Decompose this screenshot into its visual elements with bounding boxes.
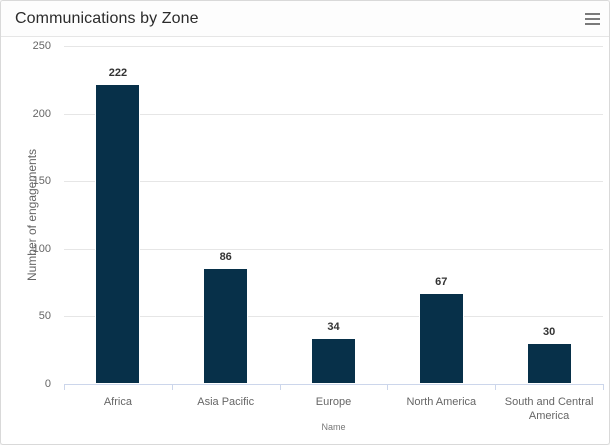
y-tick-label: 100 (32, 242, 51, 255)
x-category-label: South and Central America (504, 396, 594, 422)
chart-header: Communications by Zone (1, 1, 609, 37)
x-category-label: Africa (103, 396, 132, 408)
hamburger-menu-button[interactable] (585, 13, 600, 25)
bar-asia-pacific[interactable] (203, 267, 249, 384)
hamburger-icon (585, 13, 600, 15)
y-tick-label: 250 (32, 40, 51, 52)
bar-north-america[interactable] (418, 293, 464, 384)
bar-value-label: 34 (327, 321, 340, 334)
y-gridline (64, 46, 603, 47)
x-axis-title: Name (321, 422, 346, 432)
hamburger-icon (585, 23, 600, 25)
x-axis-tick (64, 384, 65, 390)
y-axis-title: Number of engagements (25, 148, 39, 282)
y-tick-label: 150 (32, 175, 51, 188)
x-axis-tick (171, 384, 173, 390)
x-category-label: Europe (315, 396, 352, 408)
bar-value-label: 86 (219, 250, 232, 263)
x-category-label: Asia Pacific (197, 396, 255, 408)
hamburger-icon (585, 18, 600, 20)
x-axis-tick (603, 384, 604, 390)
y-gridline (64, 248, 603, 250)
bar-value-label: 67 (435, 276, 448, 289)
x-axis-tick (387, 384, 389, 390)
y-tick-label: 200 (32, 107, 51, 120)
x-axis-line (64, 384, 603, 385)
bar-africa[interactable] (95, 83, 141, 384)
chart-title: Communications by Zone (15, 9, 199, 27)
x-axis-tick (279, 384, 281, 390)
bar-europe[interactable] (311, 338, 356, 384)
x-category-label: North America (406, 396, 477, 408)
bar-south-and-central-america[interactable] (526, 343, 572, 384)
bar-value-label: 30 (542, 326, 556, 339)
bar-chart-plot: Number of engagements Name 0 50 100 150 200 2… (1, 37, 609, 444)
y-tick-label: 50 (38, 310, 51, 323)
x-axis-tick (495, 384, 497, 390)
y-gridline (64, 181, 603, 183)
y-gridline (64, 113, 603, 115)
y-tick-label: 0 (44, 378, 51, 390)
bar-value-label: 222 (108, 66, 128, 79)
y-gridline (64, 316, 603, 318)
